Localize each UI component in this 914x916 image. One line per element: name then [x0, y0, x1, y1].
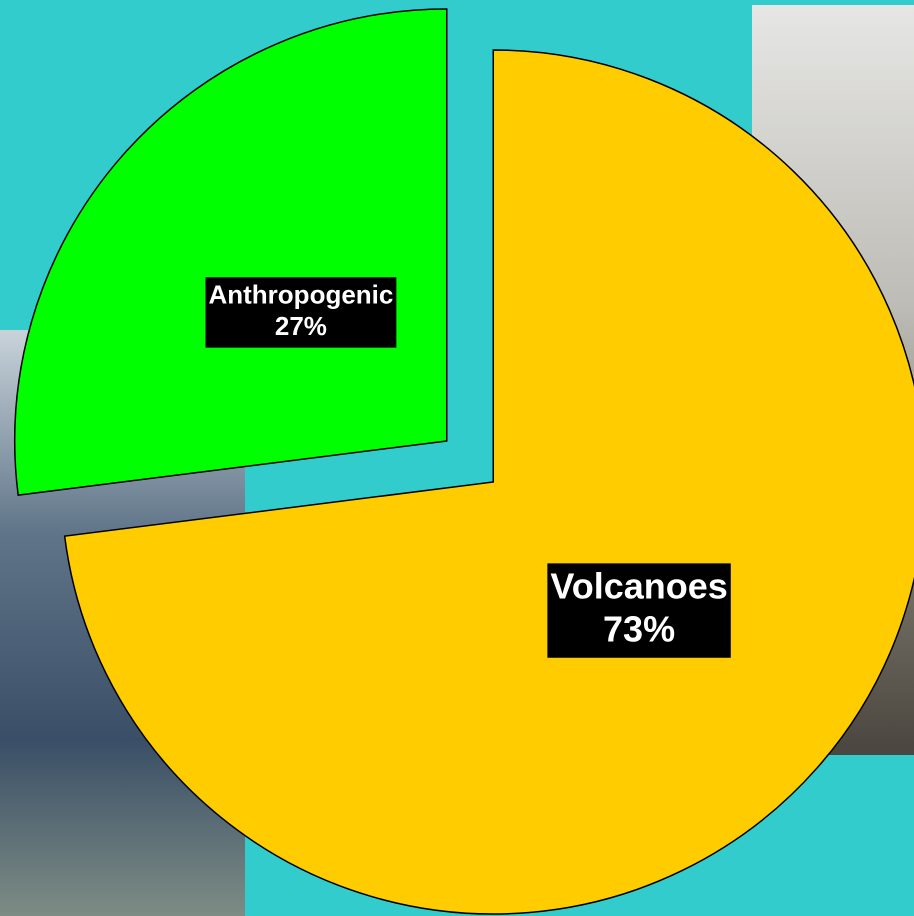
pie-slice: [14, 8, 448, 496]
slice-value-label: 73%: [603, 609, 675, 650]
slice-label: Anthropogenic: [208, 280, 393, 310]
pie-slice: [63, 49, 914, 915]
label-box: [547, 563, 731, 658]
label-box: [205, 277, 397, 348]
slice-label: Volcanoes: [550, 565, 727, 606]
slice-value-label: 27%: [275, 311, 327, 341]
